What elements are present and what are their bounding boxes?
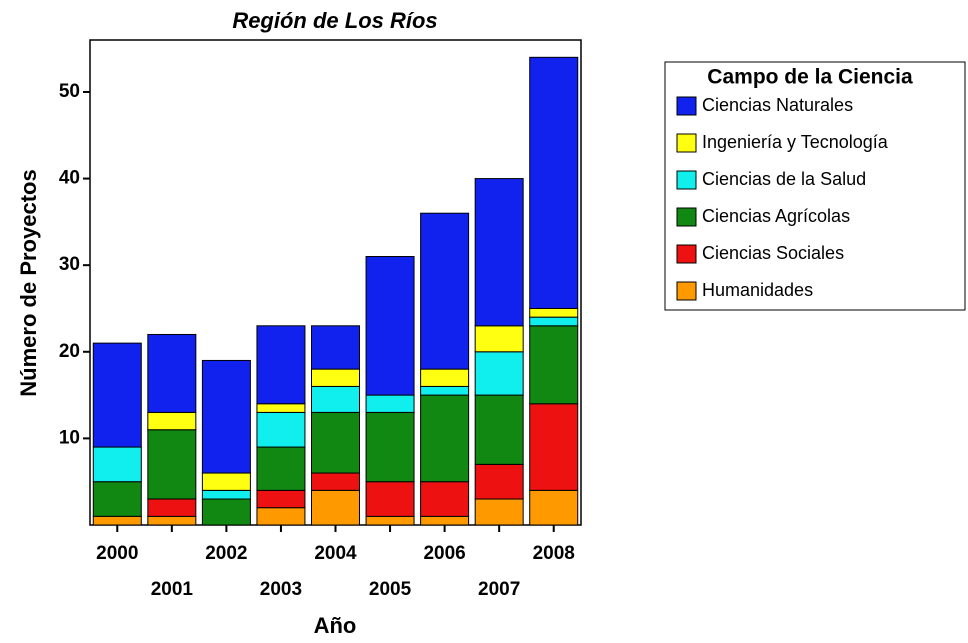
bar-segment (420, 515, 470, 526)
bar-segment (529, 325, 579, 405)
bar-segment (529, 307, 579, 318)
legend-label: Ingeniería y Tecnología (702, 132, 889, 152)
bar-segment (92, 342, 142, 448)
bar-segment (529, 489, 579, 526)
bar-segment (474, 498, 524, 526)
bar-segment (92, 481, 142, 517)
bar-segment (420, 394, 470, 483)
y-axis-title: Número de Proyectos (16, 169, 41, 396)
y-tick-label: 40 (59, 168, 80, 189)
bar-segment (201, 498, 251, 526)
bar-segment (474, 463, 524, 500)
bar-segment (420, 385, 470, 396)
bar-segment (147, 429, 197, 500)
y-tick-label: 50 (59, 81, 80, 102)
x-tick-label: 2007 (478, 579, 520, 600)
bar-segment (201, 359, 251, 474)
bar-segment (256, 403, 306, 413)
x-tick-label: 2001 (151, 579, 194, 600)
bar-segment (201, 489, 251, 500)
bar-segment (365, 394, 415, 413)
bar-segment (147, 333, 197, 413)
bar-segment (256, 411, 306, 448)
bar-segment (529, 403, 579, 491)
legend-label: Ciencias Naturales (702, 95, 853, 115)
bar-segment (311, 385, 360, 413)
bar-segment (365, 481, 415, 517)
bar-segment (474, 394, 524, 465)
bar-segment (92, 446, 142, 483)
x-tick-label: 2006 (423, 543, 465, 564)
bar-segment (147, 411, 197, 431)
bar-segment (365, 515, 415, 526)
bar-segment (256, 507, 306, 526)
bar-segment (147, 498, 197, 517)
legend-swatch (676, 207, 697, 227)
y-tick-label: 10 (59, 427, 80, 448)
bar-segment (256, 325, 306, 405)
bar-segment (529, 56, 579, 309)
chart-title: Región de Los Ríos (232, 8, 437, 33)
bar-segment (256, 446, 306, 491)
x-tick-label: 2002 (205, 543, 247, 564)
bar-segment (474, 325, 524, 353)
bar-segment (420, 368, 470, 387)
bar-segment (256, 489, 306, 509)
legend-label: Ciencias de la Salud (702, 169, 866, 189)
bar-segment (420, 481, 470, 517)
bar-segment (311, 472, 360, 491)
legend-title: Campo de la Ciencia (707, 66, 913, 89)
legend-box (664, 61, 966, 311)
x-tick-label: 2004 (314, 543, 357, 564)
legend-label: Ciencias Sociales (702, 243, 844, 263)
x-tick-label: 2003 (260, 579, 302, 600)
bar-segment (311, 368, 360, 387)
x-tick-label: 2000 (96, 543, 138, 564)
legend-label: Ciencias Agrícolas (702, 206, 850, 226)
x-tick-label: 2008 (533, 543, 575, 564)
bar-segment (365, 411, 415, 483)
legend-swatch (676, 170, 697, 190)
legend-swatch (676, 281, 697, 301)
bar-segment (474, 351, 524, 396)
bar-segment (311, 411, 360, 474)
x-tick-label: 2005 (369, 579, 412, 600)
legend-label: Humanidades (702, 280, 813, 300)
bar-segment (529, 316, 579, 327)
y-tick-label: 20 (59, 341, 80, 362)
legend-swatch (676, 133, 697, 153)
bar-segment (311, 325, 360, 370)
bar-segment (365, 256, 415, 396)
bar-segment (201, 472, 251, 491)
x-axis-title: Año (314, 613, 357, 638)
bar-segment (474, 178, 524, 327)
legend-swatch (676, 244, 697, 264)
bar-segment (420, 212, 470, 370)
bar-segment (311, 489, 360, 526)
legend-swatch (676, 96, 697, 116)
y-tick-label: 30 (59, 254, 80, 275)
bar-segment (92, 515, 142, 526)
bar-segment (147, 515, 197, 526)
